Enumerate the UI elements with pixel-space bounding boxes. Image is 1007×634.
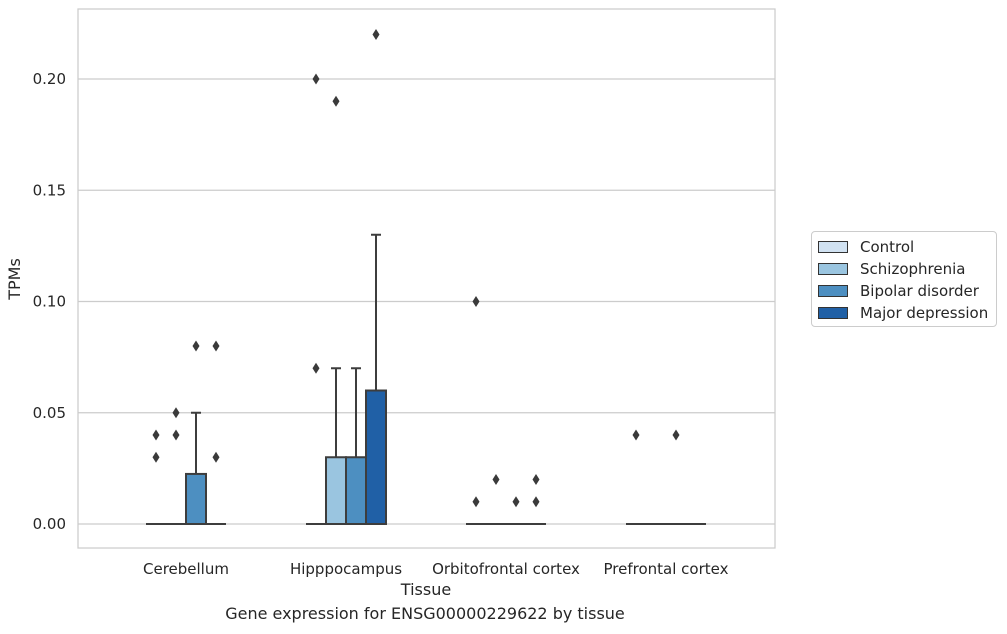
outlier-point <box>212 451 220 463</box>
y-axis-label: TPMs <box>5 258 24 301</box>
box-1-0 <box>306 73 326 525</box>
outlier-point <box>472 496 480 508</box>
box-1-3 <box>365 29 387 525</box>
x-tick-label: Hipppocampus <box>290 560 402 578</box>
outlier-point <box>332 95 340 107</box>
outlier-point <box>312 73 320 85</box>
legend-item-schizophrenia: Schizophrenia <box>818 260 965 278</box>
outlier-point <box>532 496 540 508</box>
box-3-0 <box>626 429 646 525</box>
outlier-point <box>632 429 640 441</box>
y-tick-label: 0.15 <box>33 181 66 199</box>
outlier-point <box>512 496 520 508</box>
legend: Control Schizophrenia Bipolar disorder M… <box>811 231 997 327</box>
outlier-point <box>152 451 160 463</box>
legend-label-bipolar-disorder: Bipolar disorder <box>860 282 979 300</box>
legend-swatch-schizophrenia <box>818 263 848 275</box>
legend-label-schizophrenia: Schizophrenia <box>860 260 966 278</box>
outlier-point <box>532 474 540 485</box>
y-tick-label: 0.00 <box>33 515 66 533</box>
box-0-1 <box>166 407 186 525</box>
x-tick-label: Orbitofrontal cortex <box>432 560 580 578</box>
legend-swatch-bipolar-disorder <box>818 285 848 297</box>
y-tick-label: 0.20 <box>33 70 66 88</box>
box-0-3 <box>206 340 226 525</box>
legend-item-control: Control <box>818 238 914 256</box>
x-axis-label: Tissue <box>400 580 451 599</box>
outlier-point <box>472 296 480 307</box>
box-series <box>146 29 706 525</box>
y-tick-labels: 0.00 0.05 0.10 0.15 0.20 <box>33 70 66 533</box>
box-1-1 <box>325 95 347 525</box>
x-tick-label: Cerebellum <box>143 560 229 578</box>
outlier-point <box>312 362 320 374</box>
box-2-2 <box>506 496 526 525</box>
chart-caption: Gene expression for ENSG00000229622 by t… <box>225 604 625 623</box>
legend-swatch-major-depression <box>818 307 848 319</box>
legend-item-major-depression: Major depression <box>818 304 988 322</box>
legend-label-control: Control <box>860 238 915 256</box>
box-2-1 <box>486 474 506 525</box>
box-body <box>345 456 367 525</box>
outlier-point <box>192 340 200 352</box>
plot-frame <box>77 8 776 549</box>
legend-swatch-control <box>818 241 848 253</box>
outlier-point <box>372 29 380 40</box>
box-0-0 <box>146 429 166 525</box>
x-tick-labels: Cerebellum Hipppocampus Orbitofrontal cort… <box>143 560 729 578</box>
outlier-point <box>672 429 680 441</box>
box-3-2 <box>666 429 686 525</box>
legend-label-major-depression: Major depression <box>860 304 989 322</box>
box-1-2 <box>345 367 367 525</box>
gridlines <box>78 78 775 525</box>
box-body <box>365 389 387 525</box>
outlier-point <box>152 429 160 441</box>
legend-item-bipolar-disorder: Bipolar disorder <box>818 282 979 300</box>
box-body <box>185 472 207 525</box>
outlier-point <box>492 474 500 485</box>
x-tick-label: Prefrontal cortex <box>604 560 729 578</box>
outlier-point <box>172 429 180 441</box>
outlier-point <box>172 407 180 419</box>
outlier-point <box>212 340 220 352</box>
y-tick-label: 0.10 <box>33 293 66 311</box>
box-body <box>325 456 347 525</box>
box-0-2 <box>185 411 207 525</box>
y-tick-label: 0.05 <box>33 404 66 422</box>
box-2-0 <box>466 296 486 525</box>
box-2-3 <box>526 474 546 525</box>
